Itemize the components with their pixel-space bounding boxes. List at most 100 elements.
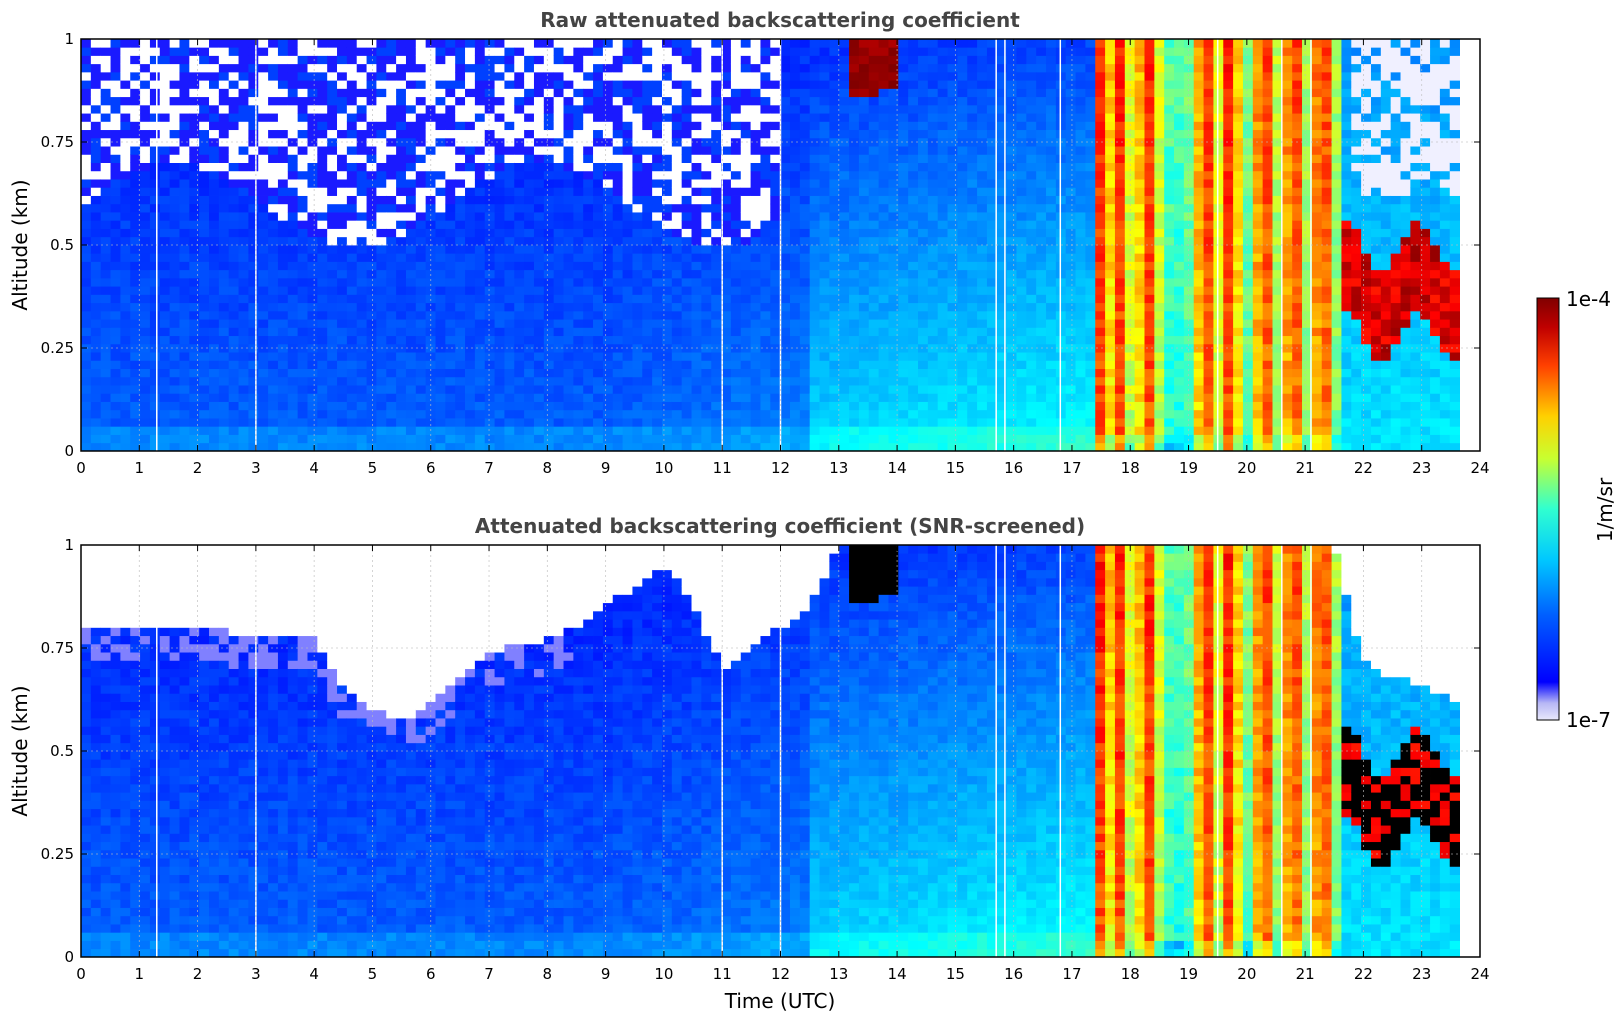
panel1-title: Raw attenuated backscattering coefficien… <box>540 8 1020 32</box>
heatmap-cell <box>730 277 742 287</box>
heatmap-cell <box>898 47 909 56</box>
heatmap-cell <box>543 96 555 106</box>
heatmap-cell <box>898 236 909 246</box>
heatmap-cell <box>996 277 1008 287</box>
heatmap-cell <box>927 203 939 213</box>
heatmap-cell <box>947 294 958 304</box>
heatmap-cell <box>868 286 880 295</box>
heatmap-cell <box>218 212 230 221</box>
heatmap-cell <box>770 154 781 163</box>
heatmap-cell <box>455 212 466 221</box>
heatmap-cell <box>494 39 505 48</box>
heatmap-cell <box>829 212 840 221</box>
heatmap-cell <box>514 343 525 353</box>
heatmap-cell <box>957 113 968 122</box>
heatmap-cell <box>415 203 427 213</box>
heatmap-cell <box>317 170 328 180</box>
heatmap-cell <box>799 187 811 196</box>
heatmap-cell <box>760 426 771 435</box>
heatmap-cell <box>514 96 525 106</box>
heatmap-cell <box>218 253 230 262</box>
heatmap-cell <box>809 401 820 411</box>
heatmap-cell <box>396 88 407 98</box>
heatmap-cell <box>770 137 781 147</box>
heatmap-cell <box>819 418 830 427</box>
heatmap-cell <box>1016 80 1027 89</box>
heatmap-cell <box>435 269 446 279</box>
heatmap-cell <box>740 277 752 287</box>
heatmap-cell <box>484 327 495 337</box>
heatmap-cell <box>671 327 683 337</box>
heatmap-cell <box>888 434 899 444</box>
heatmap-cell <box>593 228 604 238</box>
heatmap-cell <box>504 253 515 262</box>
heatmap-column <box>661 39 673 452</box>
heatmap-cell <box>573 245 584 254</box>
heatmap-cell <box>858 418 870 427</box>
heatmap-cell <box>878 294 889 304</box>
heatmap-cell <box>770 385 781 394</box>
heatmap-cell <box>918 104 929 114</box>
heatmap-cell <box>819 360 830 369</box>
heatmap-cell <box>888 319 899 328</box>
heatmap-cell <box>918 47 929 56</box>
heatmap-cell <box>1026 393 1037 402</box>
heatmap-cell <box>819 96 830 106</box>
heatmap-cell <box>189 360 200 369</box>
heatmap-cell <box>149 236 161 246</box>
heatmap-cell <box>977 71 988 81</box>
heatmap-cell <box>268 88 279 98</box>
heatmap-cell <box>228 228 239 238</box>
heatmap-cell <box>799 55 811 65</box>
heatmap-cell <box>878 368 889 378</box>
heatmap-cell <box>760 319 771 328</box>
heatmap-cell <box>149 104 161 114</box>
heatmap-cell <box>622 277 633 287</box>
heatmap-cell <box>691 393 702 402</box>
heatmap-cell <box>730 212 742 221</box>
heatmap-cell <box>307 39 318 48</box>
heatmap-cell <box>681 368 692 378</box>
heatmap-cell <box>740 96 752 106</box>
heatmap-cell <box>878 277 889 287</box>
heatmap-cell <box>543 426 555 435</box>
heatmap-cell <box>740 187 752 196</box>
heatmap-cell <box>721 426 732 435</box>
heatmap-cell <box>957 47 968 56</box>
heatmap-cell <box>1036 294 1047 304</box>
heatmap-cell <box>494 146 505 155</box>
heatmap-cell <box>327 113 338 122</box>
heatmap-cell <box>337 360 348 369</box>
heatmap-cell <box>140 393 151 402</box>
heatmap-cell <box>691 409 702 419</box>
heatmap-cell <box>770 220 781 229</box>
heatmap-cell <box>209 88 220 98</box>
heatmap-cell <box>248 253 259 262</box>
heatmap-cell <box>573 55 584 65</box>
heatmap-cell <box>573 368 584 378</box>
heatmap-cell <box>494 162 505 172</box>
heatmap-cell <box>445 228 456 238</box>
heatmap-cell <box>918 236 929 246</box>
heatmap-cell <box>543 170 555 180</box>
heatmap-cell <box>622 228 633 238</box>
heatmap-cell <box>140 129 151 139</box>
heatmap-cell <box>504 162 515 172</box>
heatmap-cell <box>947 236 958 246</box>
heatmap-cell <box>179 162 190 172</box>
heatmap-cell <box>415 442 427 452</box>
heatmap-cell <box>337 319 348 328</box>
heatmap-cell <box>711 376 722 386</box>
heatmap-cell <box>90 434 102 444</box>
heatmap-cell <box>543 220 555 229</box>
heatmap-cell <box>514 286 525 295</box>
heatmap-cell <box>287 442 299 452</box>
heatmap-cell <box>524 179 535 188</box>
heatmap-cell <box>287 203 299 213</box>
heatmap-cell <box>277 80 289 89</box>
heatmap-cell <box>563 327 574 337</box>
heatmap-cell <box>1036 269 1047 279</box>
heatmap-cell <box>307 393 318 402</box>
heatmap-cell <box>317 294 328 304</box>
heatmap-cell <box>218 327 230 337</box>
